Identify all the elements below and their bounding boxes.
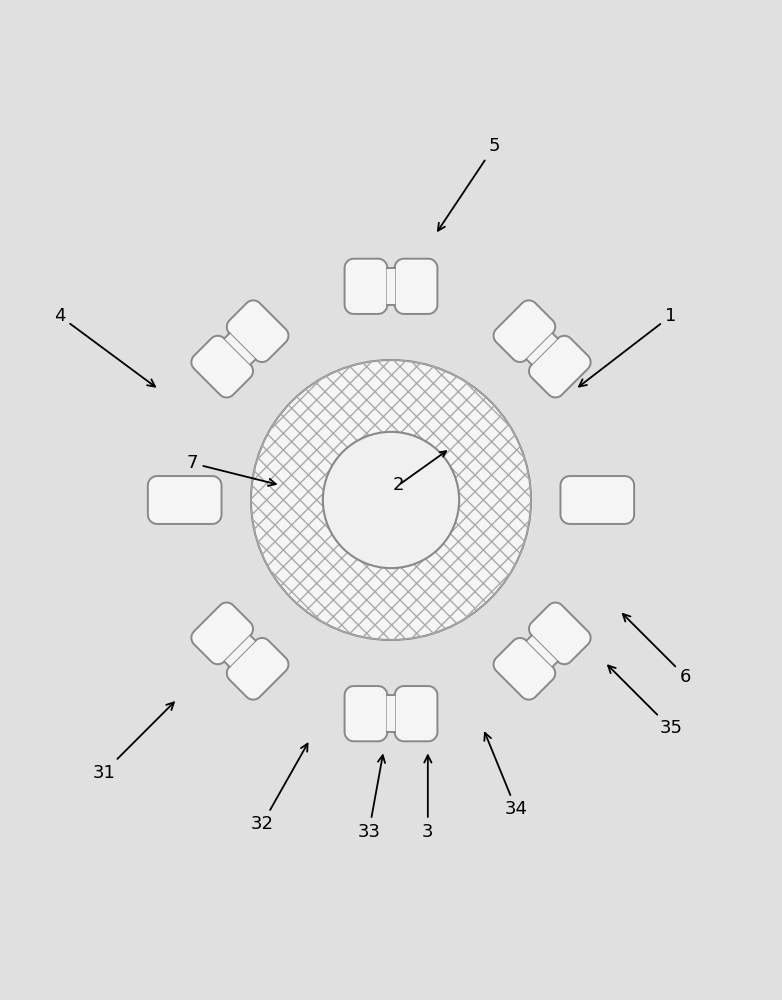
Text: 35: 35	[608, 665, 683, 737]
Text: 31: 31	[92, 702, 174, 782]
Polygon shape	[345, 259, 387, 314]
Polygon shape	[387, 268, 395, 305]
Polygon shape	[493, 638, 555, 700]
Text: 33: 33	[357, 755, 385, 841]
Polygon shape	[526, 635, 558, 667]
Text: 34: 34	[484, 733, 528, 818]
Polygon shape	[561, 476, 634, 524]
Text: 1: 1	[579, 307, 676, 387]
Text: 6: 6	[622, 614, 691, 686]
Polygon shape	[192, 603, 253, 664]
Polygon shape	[148, 476, 221, 524]
Text: 3: 3	[422, 755, 433, 841]
Circle shape	[251, 360, 531, 640]
Polygon shape	[395, 686, 437, 741]
Polygon shape	[227, 638, 289, 700]
Polygon shape	[345, 686, 387, 741]
Polygon shape	[192, 336, 253, 397]
Text: 7: 7	[186, 454, 276, 486]
Text: 2: 2	[393, 476, 404, 494]
Text: 5: 5	[438, 137, 500, 231]
Polygon shape	[387, 695, 395, 732]
Polygon shape	[529, 603, 590, 664]
Polygon shape	[529, 336, 590, 397]
Polygon shape	[224, 635, 256, 667]
Polygon shape	[224, 333, 256, 365]
Polygon shape	[526, 333, 558, 365]
Circle shape	[323, 432, 459, 568]
Polygon shape	[395, 259, 437, 314]
Polygon shape	[493, 300, 555, 362]
Polygon shape	[227, 300, 289, 362]
Text: 4: 4	[54, 307, 155, 387]
Text: 32: 32	[250, 744, 307, 833]
